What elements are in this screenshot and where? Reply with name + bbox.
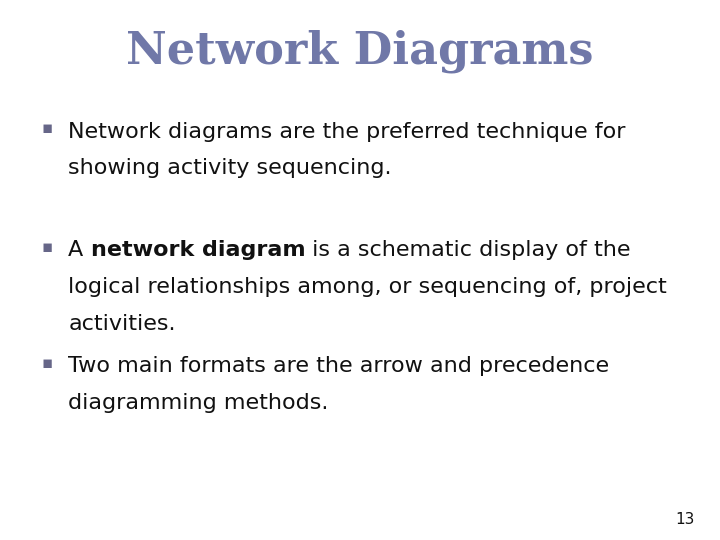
- Text: showing activity sequencing.: showing activity sequencing.: [68, 158, 392, 178]
- Text: ▪: ▪: [42, 119, 53, 137]
- Text: network diagram: network diagram: [91, 240, 305, 260]
- Text: activities.: activities.: [68, 314, 176, 334]
- Text: ▪: ▪: [42, 354, 53, 372]
- Text: A: A: [68, 240, 91, 260]
- Text: Two main formats are the arrow and precedence: Two main formats are the arrow and prece…: [68, 356, 610, 376]
- Text: Network Diagrams: Network Diagrams: [126, 30, 594, 73]
- Text: 13: 13: [675, 511, 695, 526]
- Text: diagramming methods.: diagramming methods.: [68, 393, 329, 413]
- Text: logical relationships among, or sequencing of, project: logical relationships among, or sequenci…: [68, 277, 667, 297]
- Text: Network diagrams are the preferred technique for: Network diagrams are the preferred techn…: [68, 122, 626, 141]
- Text: ▪: ▪: [42, 238, 53, 255]
- Text: is a schematic display of the: is a schematic display of the: [305, 240, 631, 260]
